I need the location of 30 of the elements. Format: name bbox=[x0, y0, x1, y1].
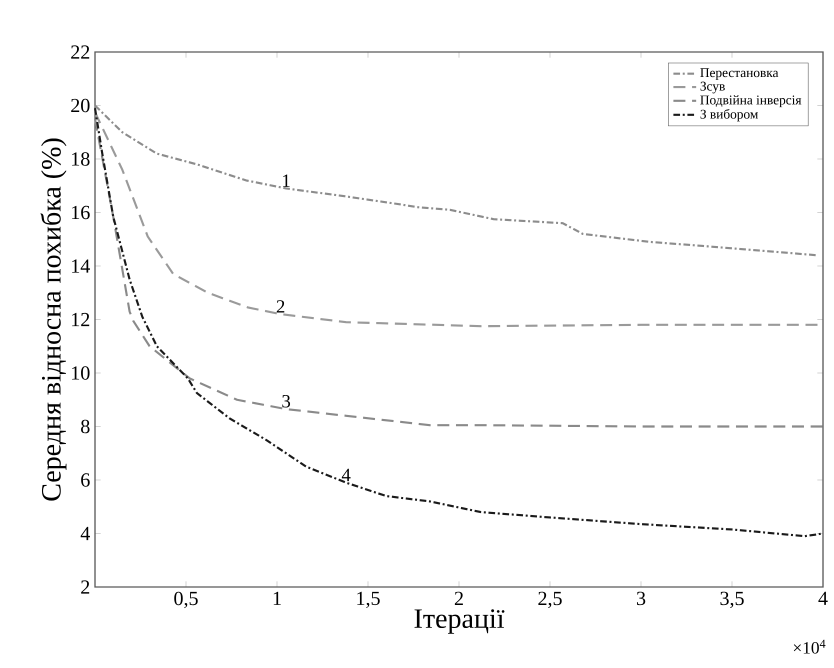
x-axis-title: Ітерації bbox=[414, 609, 504, 634]
x-tick-label: 2 bbox=[454, 592, 463, 605]
legend-label: Зсув bbox=[700, 82, 725, 94]
x-tick-label: 1,5 bbox=[357, 592, 380, 608]
y-tick-label: 20 bbox=[71, 98, 90, 112]
x-tick-label: 3 bbox=[636, 592, 646, 606]
y-tick-label: 10 bbox=[72, 366, 90, 380]
annotation: 4 bbox=[342, 468, 351, 482]
y-tick-label: 8 bbox=[81, 420, 90, 434]
y-tick-label: 4 bbox=[80, 526, 90, 540]
text: ×10$^{4}$ bbox=[794, 640, 826, 654]
x-tick-label: 0,5 bbox=[174, 592, 198, 608]
x-tick-label: 1 bbox=[274, 592, 281, 605]
y-tick-label: 16 bbox=[72, 206, 90, 220]
y-tick-label: 12 bbox=[72, 312, 90, 326]
annotation: 1 bbox=[283, 174, 290, 187]
y-tick-label: 14 bbox=[72, 259, 90, 273]
y-tick-label: 6 bbox=[81, 473, 90, 487]
x-tick-label: 3,5 bbox=[720, 592, 744, 608]
y-tick-label: 18 bbox=[72, 152, 90, 166]
legend-label: Перестановка bbox=[700, 68, 778, 80]
annotation: 3 bbox=[282, 394, 290, 408]
x-tick-label: 2,5 bbox=[538, 592, 562, 608]
legend-label: Подвійна інверсія bbox=[700, 95, 802, 108]
y-axis-title: Середня відносна похибка (%) bbox=[40, 138, 66, 501]
y-tick-label: 22 bbox=[71, 45, 90, 59]
legend-label: З вибором bbox=[700, 108, 758, 122]
y-tick-label: 2 bbox=[81, 580, 90, 594]
annotation: 2 bbox=[276, 300, 284, 313]
x-tick-label: 4 bbox=[818, 592, 828, 605]
